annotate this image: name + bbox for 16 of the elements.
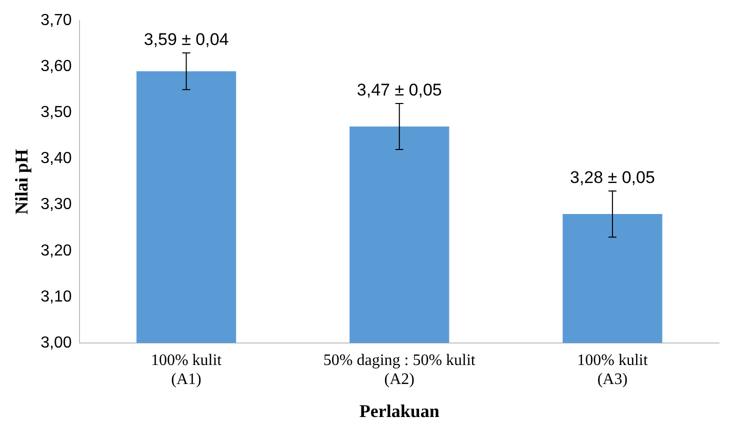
y-tick-label: 3,60 — [40, 58, 72, 76]
x-tick-label: 50% daging : 50% kulit (A2) — [323, 352, 476, 388]
y-tick-label: 3,30 — [40, 196, 72, 214]
y-tick-label: 3,70 — [40, 12, 72, 30]
y-tick-label: 3,20 — [40, 242, 72, 260]
y-tick-label: 3,00 — [40, 334, 72, 352]
x-tick-label: 100% kulit (A3) — [577, 352, 648, 388]
y-tick-label: 3,10 — [40, 288, 72, 306]
x-axis-title: Perlakuan — [359, 400, 440, 421]
y-tick-label: 3,50 — [40, 104, 72, 122]
data-label: 3,47 ± 0,05 — [356, 80, 442, 100]
x-tick-label: 100% kulit (A1) — [150, 352, 222, 388]
data-label: 3,28 ± 0,05 — [570, 168, 655, 188]
data-label: 3,59 ± 0,04 — [144, 30, 229, 50]
y-tick-label: 3,40 — [40, 150, 72, 168]
y-axis-title: Nilai pH — [11, 149, 32, 215]
